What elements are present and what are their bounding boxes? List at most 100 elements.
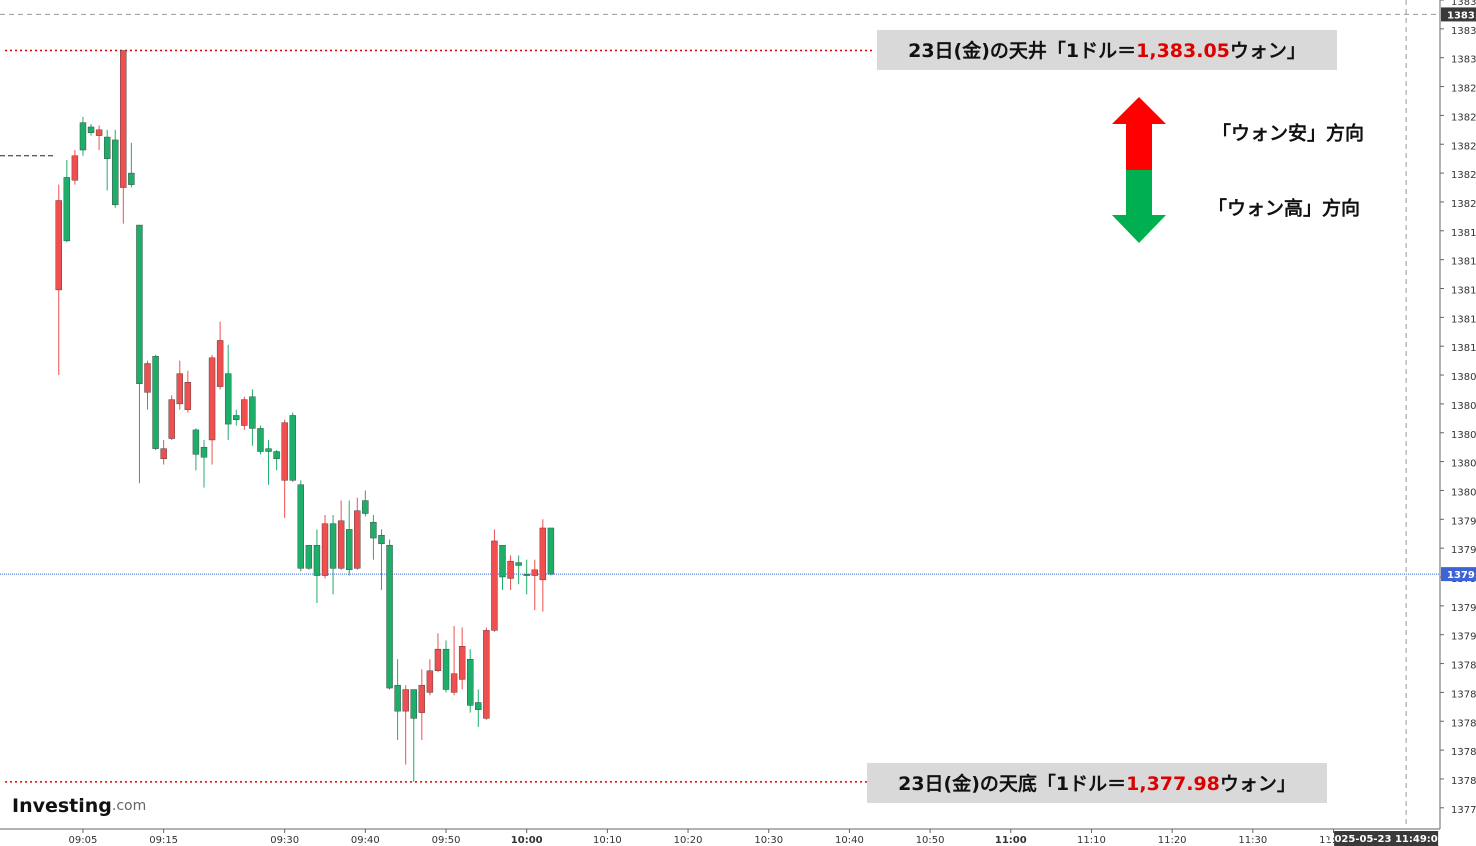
crosshair-x-label: 2025-05-23 11:49:00 bbox=[1328, 834, 1445, 845]
candle-body bbox=[144, 363, 151, 393]
candle-body bbox=[71, 155, 79, 181]
candle-body bbox=[434, 648, 442, 671]
x-tick-label: 09:50 bbox=[432, 835, 461, 846]
candle-body bbox=[152, 356, 159, 449]
candle-body bbox=[305, 545, 313, 569]
candle-body bbox=[241, 399, 248, 426]
y-tick-label: 1380.00 bbox=[1451, 487, 1476, 498]
y-tick-label: 1382.40 bbox=[1451, 141, 1476, 152]
candle-body bbox=[483, 630, 490, 719]
y-tick-label: 1382.80 bbox=[1451, 84, 1476, 95]
candle-body bbox=[321, 523, 329, 576]
y-tick-label: 1382.00 bbox=[1451, 199, 1476, 210]
x-tick-label: 10:40 bbox=[835, 835, 864, 846]
x-tick-label: 11:40 bbox=[1319, 835, 1348, 846]
candle-body bbox=[297, 484, 305, 569]
annotation-text: 23日(金)の天底「1ドル＝1,377.98ウォン」 bbox=[898, 772, 1296, 795]
candle-body bbox=[450, 673, 458, 693]
logo-suffix: .com bbox=[112, 798, 146, 814]
candle-body bbox=[539, 527, 547, 581]
candle-body bbox=[499, 545, 506, 578]
candle-body bbox=[442, 648, 450, 690]
x-tick-label: 10:30 bbox=[754, 835, 783, 846]
x-tick-label: 11:30 bbox=[1238, 835, 1267, 846]
y-tick-label: 1380.80 bbox=[1451, 372, 1476, 383]
candle-body bbox=[55, 200, 62, 291]
y-tick-label: 1381.40 bbox=[1451, 286, 1476, 297]
annotation-suffix: ウォン」 bbox=[1230, 40, 1306, 62]
candle-body bbox=[176, 373, 183, 405]
candle-body bbox=[354, 510, 361, 569]
candle-body bbox=[63, 177, 71, 242]
candle-body bbox=[515, 562, 522, 566]
current-price-label: 1379.42 bbox=[1447, 570, 1476, 581]
y-tick-label: 1382.60 bbox=[1451, 112, 1476, 123]
y-tick-label: 1380.60 bbox=[1451, 401, 1476, 412]
y-tick-label: 1381.00 bbox=[1451, 343, 1476, 354]
y-tick-label: 1383.20 bbox=[1451, 26, 1476, 37]
y-tick-label: 1382.20 bbox=[1451, 170, 1476, 181]
y-tick-label: 1378.80 bbox=[1451, 661, 1476, 672]
down-arrow bbox=[1112, 170, 1166, 243]
y-tick-label: 1381.20 bbox=[1451, 314, 1476, 325]
annotation-suffix: ウォン」 bbox=[1220, 773, 1296, 795]
annotation-box bbox=[867, 763, 1327, 803]
candle-body bbox=[200, 446, 208, 458]
candle-body bbox=[337, 520, 345, 569]
candle-body bbox=[394, 684, 401, 712]
candle-body bbox=[426, 670, 434, 693]
x-tick-label: 11:00 bbox=[995, 835, 1027, 846]
y-tick-label: 1378.60 bbox=[1451, 689, 1476, 700]
candle-body bbox=[273, 451, 280, 459]
candle-body bbox=[386, 545, 393, 689]
candle-body bbox=[467, 659, 474, 706]
candle-body bbox=[192, 429, 200, 455]
candle-body bbox=[378, 534, 385, 545]
x-tick-label: 09:15 bbox=[149, 835, 178, 846]
candle-body bbox=[418, 684, 426, 713]
candle-body bbox=[136, 224, 143, 384]
y-tick-label: 1378.00 bbox=[1451, 776, 1476, 787]
candle-body bbox=[410, 689, 417, 719]
candle-body bbox=[257, 428, 264, 452]
crosshair-y-label: 1383.30 bbox=[1447, 10, 1476, 21]
candle-body bbox=[402, 689, 409, 712]
x-tick-label: 11:10 bbox=[1077, 835, 1106, 846]
y-tick-label: 1378.40 bbox=[1451, 718, 1476, 729]
y-tick-label: 1379.20 bbox=[1451, 603, 1476, 614]
y-tick-label: 1379.60 bbox=[1451, 545, 1476, 556]
candle-body bbox=[112, 139, 119, 206]
x-tick-label: 11:20 bbox=[1158, 835, 1187, 846]
annotation-prefix: 23日(金)の天井「1ドル＝ bbox=[908, 39, 1136, 62]
candle-body bbox=[87, 126, 95, 133]
candle-body bbox=[458, 646, 466, 680]
y-tick-label: 1380.40 bbox=[1451, 430, 1476, 441]
y-tick-label: 1383.00 bbox=[1451, 55, 1476, 66]
candle-body bbox=[103, 136, 111, 159]
candle-body bbox=[216, 340, 224, 387]
candle-body bbox=[168, 399, 175, 439]
crosshair-x-box bbox=[1334, 831, 1439, 846]
candle-body bbox=[208, 357, 216, 441]
candle-body bbox=[289, 415, 296, 481]
y-tick-label: 1380.20 bbox=[1451, 459, 1476, 470]
candle-body bbox=[547, 527, 555, 575]
annotation-box bbox=[877, 30, 1337, 70]
x-tick-label: 10:00 bbox=[511, 835, 543, 846]
y-tick-label: 1377.80 bbox=[1451, 805, 1476, 816]
candle-body bbox=[281, 422, 288, 481]
candle-body bbox=[265, 448, 272, 452]
logo-name: Investing bbox=[12, 795, 112, 817]
crosshair-y-box bbox=[1441, 7, 1476, 22]
candle-body bbox=[224, 373, 232, 425]
x-tick-label: 10:50 bbox=[916, 835, 945, 846]
candle-body bbox=[120, 50, 127, 188]
candle-body bbox=[313, 545, 321, 576]
y-tick-label: 1378.20 bbox=[1451, 747, 1476, 758]
candle-body bbox=[95, 129, 103, 136]
y-tick-label: 1381.60 bbox=[1451, 257, 1476, 268]
y-tick-label: 1383.40 bbox=[1451, 0, 1476, 8]
candle-body bbox=[346, 529, 353, 570]
x-tick-label: 10:10 bbox=[593, 835, 622, 846]
